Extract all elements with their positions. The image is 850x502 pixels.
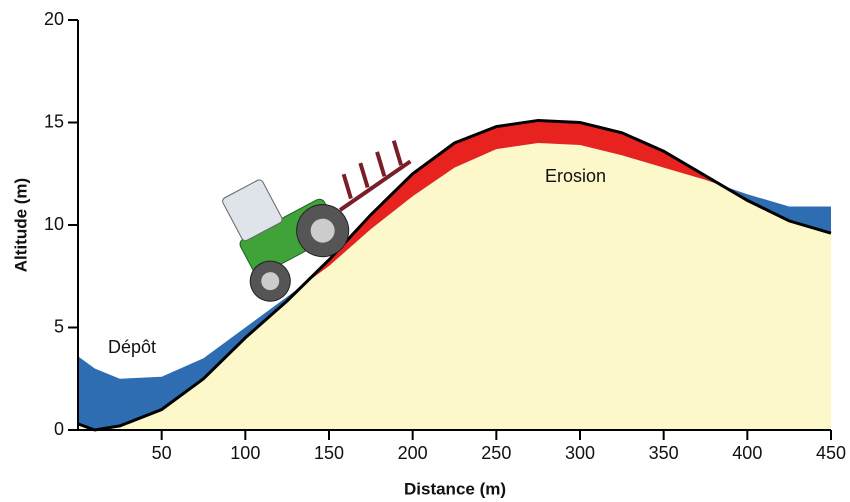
x-axis-title: Distance (m) [404,479,506,498]
y-tick-label: 10 [44,214,64,234]
original-profile [77,118,832,432]
x-tick-label: 150 [314,443,344,463]
x-tick-label: 250 [481,443,511,463]
tractor-illustration [222,140,412,302]
x-tick-label: 50 [152,443,172,463]
y-axis-title: Altitude (m) [11,178,30,272]
x-tick-label: 400 [732,443,762,463]
x-tick-label: 300 [565,443,595,463]
x-tick-label: 450 [816,443,846,463]
axes: 0 5 10 15 20 50 100 150 200 250 300 350 400 450 Dépôt E… [44,9,846,463]
annotation: Erosion [545,166,606,186]
x-tick-label: 200 [398,443,428,463]
y-tick-label: 0 [54,419,64,439]
tractor-hub [261,272,280,291]
plough [338,140,412,212]
x-tick-label: 350 [649,443,679,463]
tractor-cab [222,179,283,242]
annotation: Dépôt [108,337,156,357]
x-tick-label: 100 [230,443,260,463]
y-tick-label: 20 [44,9,64,29]
soil-area [78,143,831,430]
y-tick-label: 15 [44,111,64,131]
y-tick-label: 5 [54,316,64,336]
areas [77,118,832,432]
tractor-hub [310,218,335,243]
